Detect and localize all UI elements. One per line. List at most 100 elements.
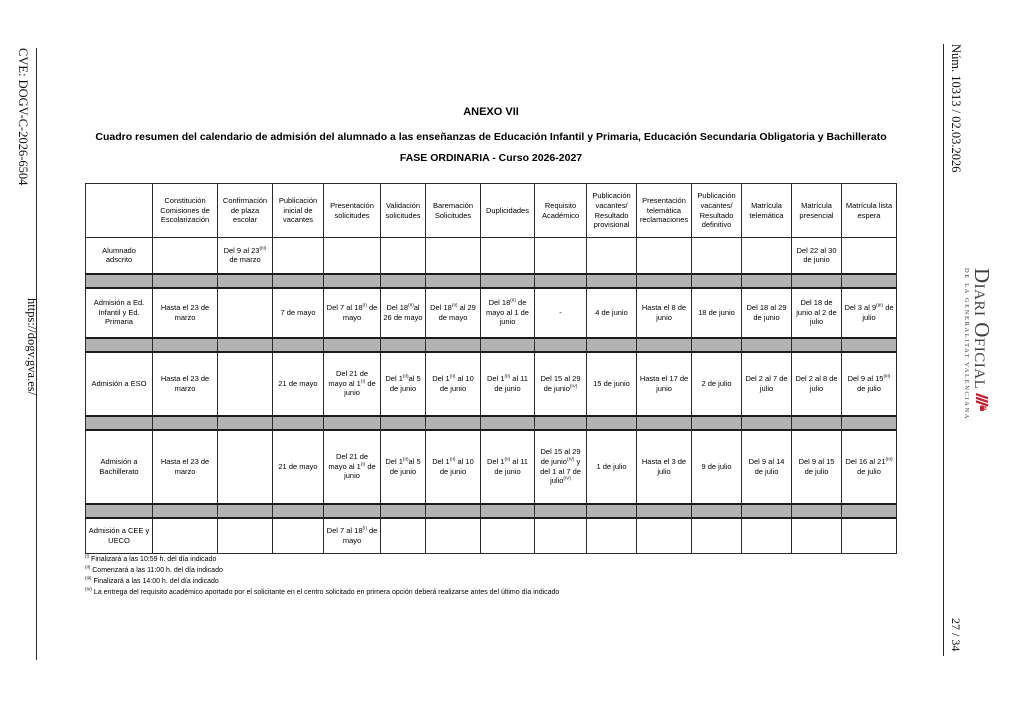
table-cell: Del 9 al 14 de julio xyxy=(741,429,792,504)
table-cell xyxy=(534,237,587,274)
table-cell: Del 2 al 8 de julio xyxy=(791,351,842,416)
table-cell: Hasta el 23 de marzo xyxy=(152,287,218,338)
spacer-cell xyxy=(534,336,587,353)
spacer-cell xyxy=(152,414,218,431)
spacer-cell xyxy=(586,336,637,353)
table-cell: Del 9 al 15(III) de julio xyxy=(841,351,897,416)
table-cell: Del 18(II)al 26 de mayo xyxy=(380,287,426,338)
table-cell xyxy=(380,237,426,274)
table-cell: 21 de mayo xyxy=(272,429,324,504)
annex-title: ANEXO VII xyxy=(463,106,519,118)
spacer-cell xyxy=(480,502,535,519)
spacer-cell xyxy=(636,414,692,431)
spacer-cell xyxy=(841,272,897,289)
document-subtitle: Cuadro resumen del calendario de admisió… xyxy=(95,131,887,143)
table-row: Admisión a Ed. Infantil y Ed. Primaria Ha… xyxy=(85,287,897,338)
table-cell xyxy=(380,517,426,554)
column-header: Baremación Solicitudes xyxy=(425,183,481,238)
table-cell: Del 3 al 9(III) de julio xyxy=(841,287,897,338)
column-header: Matrícula lista espera xyxy=(841,183,897,238)
spacer-cell xyxy=(636,272,692,289)
spacer-cell xyxy=(480,414,535,431)
table-cell: Hasta el 17 de junio xyxy=(636,351,692,416)
table-cell: Hasta el 23 de marzo xyxy=(152,429,218,504)
table-body: Alumnado adscrito Del 9 al 23(III) de mar… xyxy=(85,237,897,554)
table-cell xyxy=(323,237,381,274)
table-cell xyxy=(217,287,273,338)
table-row: Admisión a CEE y UECO Del 7 al 18(I) de m… xyxy=(85,517,897,554)
spacer-cell xyxy=(85,272,153,289)
admission-calendar: Constitución Comisiones de Escolarizació… xyxy=(85,183,897,554)
spacer-cell xyxy=(425,414,481,431)
table-cell xyxy=(691,237,742,274)
table-cell: Hasta el 23 de marzo xyxy=(152,351,218,416)
table-cell: 7 de mayo xyxy=(272,287,324,338)
footnote: (I) Finalizará a las 10:59 h. del día in… xyxy=(85,553,217,563)
table-cell: Del 18(II) de mayo al 1 de junio xyxy=(480,287,535,338)
spacer-cell xyxy=(791,502,842,519)
spacer-row xyxy=(85,414,897,431)
column-header: Confirmación de plaza escolar xyxy=(217,183,273,238)
row-label: Alumnado adscrito xyxy=(85,237,153,274)
spacer-cell xyxy=(272,336,324,353)
table-cell xyxy=(152,517,218,554)
column-header: Duplicidades xyxy=(480,183,535,238)
spacer-row xyxy=(85,336,897,353)
spacer-cell xyxy=(323,272,381,289)
table-cell: Del 21 de mayo al 1(I) de junio xyxy=(323,429,381,504)
table-cell xyxy=(217,351,273,416)
table-cell: Del 15 al 29 de junio(IV) y del 1 al 7 d… xyxy=(534,429,587,504)
footnotes: (I) Finalizará a las 10:59 h. del día in… xyxy=(85,553,915,598)
spacer-cell xyxy=(217,272,273,289)
table-cell xyxy=(691,517,742,554)
table-cell xyxy=(741,517,792,554)
footnote: (III) Finalizará a las 14:00 h. del día … xyxy=(85,575,219,585)
spacer-row xyxy=(85,272,897,289)
spacer-cell xyxy=(380,414,426,431)
spacer-cell xyxy=(152,336,218,353)
spacer-cell xyxy=(425,336,481,353)
spacer-cell xyxy=(85,414,153,431)
table-cell: 4 de junio xyxy=(586,287,637,338)
dogv-logo-title: Diari Oficial xyxy=(970,268,994,390)
spacer-cell xyxy=(323,336,381,353)
table-cell: Del 18 de junio al 2 de julio xyxy=(791,287,842,338)
spacer-cell xyxy=(586,414,637,431)
spacer-cell xyxy=(534,502,587,519)
table-cell: Del 22 al 30 de junio xyxy=(791,237,842,274)
spacer-cell xyxy=(272,502,324,519)
table-cell: Del 1(II) al 10 de junio xyxy=(425,351,481,416)
table-cell: Del 9 al 15 de julio xyxy=(791,429,842,504)
spacer-cell xyxy=(636,336,692,353)
dogv-logo-subtitle: DE LA GENERALITAT VALENCIANA xyxy=(963,268,970,421)
table-cell xyxy=(791,517,842,554)
spacer-cell xyxy=(272,272,324,289)
table-cell xyxy=(272,237,324,274)
spacer-cell xyxy=(841,502,897,519)
table-cell: Del 7 al 18(I) de mayo xyxy=(323,287,381,338)
spacer-cell xyxy=(741,502,792,519)
table-cell: Hasta el 8 de junio xyxy=(636,287,692,338)
table-cell: Del 7 al 18(I) de mayo xyxy=(323,517,381,554)
table-cell: 1 de julio xyxy=(586,429,637,504)
spacer-cell xyxy=(217,336,273,353)
spacer-cell xyxy=(480,272,535,289)
table-cell: Del 9 al 23(III) de marzo xyxy=(217,237,273,274)
dogv-logo-title-row: Diari Oficial xyxy=(970,268,994,412)
row-label: Admisión a Bachillerato xyxy=(85,429,153,504)
spacer-cell xyxy=(741,336,792,353)
issue-number: Núm. 10313 / 02.03.2026 xyxy=(949,44,963,173)
spacer-cell xyxy=(217,502,273,519)
table-cell: Del 18 al 29 de junio xyxy=(741,287,792,338)
spacer-cell xyxy=(380,272,426,289)
column-header: Presentación telemática reclamaciones xyxy=(636,183,692,238)
spacer-cell xyxy=(691,336,742,353)
spacer-cell xyxy=(85,502,153,519)
dogv-url: https://dogv.gva.es/ xyxy=(25,298,39,396)
spacer-cell xyxy=(586,502,637,519)
footnote: (IV) La entrega del requisito académico … xyxy=(85,586,560,596)
table-cell xyxy=(636,237,692,274)
table-cell: Del 1(II)al 5 de junio xyxy=(380,351,426,416)
spacer-cell xyxy=(323,502,381,519)
spacer-cell xyxy=(425,272,481,289)
